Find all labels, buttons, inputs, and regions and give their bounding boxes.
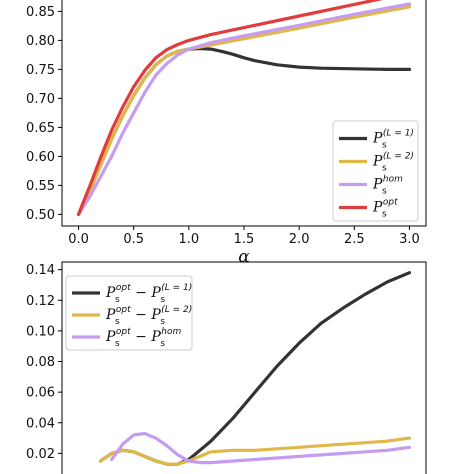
legend-box (332, 120, 419, 222)
series-line-2 (76, 5, 412, 216)
x-tick-label: 2.0 (289, 232, 310, 247)
x-tick-label: 0.5 (123, 232, 144, 247)
legend-sub: s (160, 295, 165, 305)
y-tick-label: 0.06 (26, 386, 55, 401)
x-tick-label: 0.0 (68, 232, 89, 247)
y-tick-label: 0.04 (26, 416, 55, 431)
series-line-3 (109, 431, 412, 465)
y-tick-label: 0.60 (26, 150, 55, 165)
series-line-3 (76, 2, 412, 216)
series-line-4 (76, 0, 384, 216)
legend-sub: s (382, 210, 387, 220)
legend-label: Phom (372, 175, 403, 193)
y-tick-label: 0.14 (26, 263, 55, 278)
legend-sub: s (160, 339, 165, 349)
y-tick-label: 0.85 (26, 5, 55, 20)
y-tick-label: 0.08 (26, 355, 55, 370)
legend-sub: s (115, 295, 120, 305)
x-tick-label: 1.0 (179, 232, 200, 247)
legend-sub: s (382, 187, 387, 197)
legend-label: Popt − P(L = 1) (105, 283, 192, 301)
plot-frame (61, 261, 427, 474)
legend-label: Popt − P(L = 2) (105, 305, 192, 323)
series-line-2 (98, 436, 412, 466)
y-tick-label: 0.80 (26, 34, 55, 49)
y-tick-label: 0.10 (26, 324, 55, 339)
y-tick-label: 0.75 (26, 63, 55, 78)
y-tick-label: 0.02 (26, 447, 55, 462)
y-tick-label: 0.12 (26, 294, 55, 309)
legend-sub: s (160, 317, 165, 327)
y-tick-label: 0.65 (26, 121, 55, 136)
series-group (76, 0, 412, 216)
legend-sub: s (115, 339, 120, 349)
x-tick-label: 1.5 (234, 232, 255, 247)
bottom-chart: 0.02 0.04 0.06 0.08 0.10 0.12 0.14 Popt − P(L =… (26, 261, 427, 474)
x-axis-label: α (238, 247, 250, 267)
x-tick-label: 3.0 (399, 232, 420, 247)
y-tick-label: 0.55 (26, 179, 55, 194)
legend-label: P(L = 2) (372, 152, 414, 170)
y-tick-label: 0.50 (26, 208, 55, 223)
legend-label: Popt (372, 198, 398, 216)
legend-sub: s (115, 317, 120, 327)
x-tick-label: 2.5 (344, 232, 365, 247)
y-tick-label: 0.70 (26, 92, 55, 107)
top-chart: 0.50 0.55 0.60 0.65 0.70 0.75 0.80 0.85 0.0 0.5 1.… (26, 0, 427, 267)
series-group (98, 271, 412, 466)
legend-sub: s (382, 164, 387, 174)
legend-label: Popt − Phom (105, 327, 181, 345)
legend-label: P(L = 1) (372, 129, 414, 147)
legend-sub: s (382, 141, 387, 151)
